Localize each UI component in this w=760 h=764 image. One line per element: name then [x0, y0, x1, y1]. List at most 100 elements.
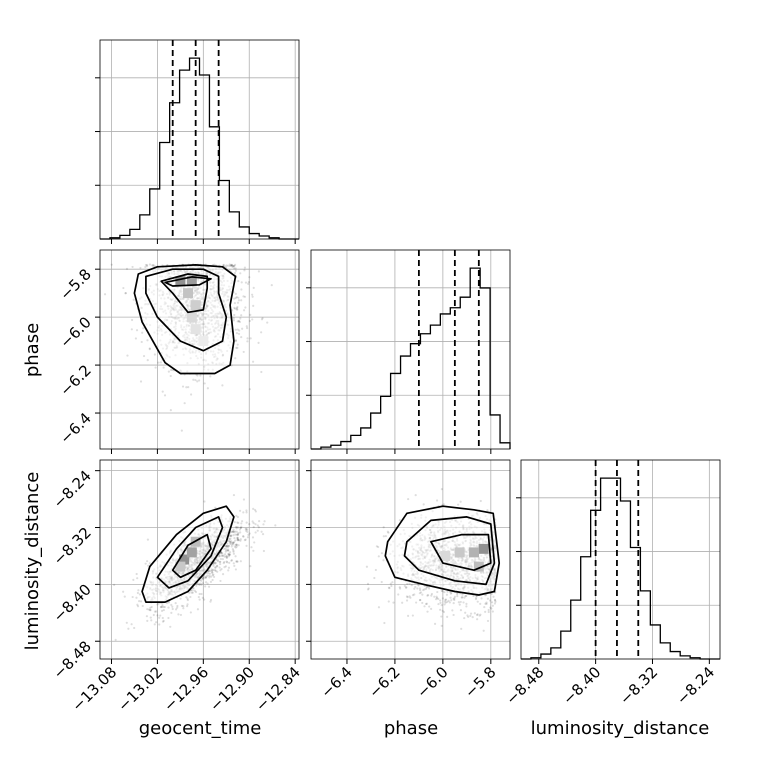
x-tick-label-geocent_time-vs-luminosity_distance-0: −13.08 [68, 663, 120, 715]
scatter-point [132, 298, 135, 301]
scatter-point [206, 574, 209, 577]
scatter-point [177, 613, 180, 616]
scatter-point [236, 538, 239, 542]
scatter-point [103, 293, 107, 296]
scatter-point [251, 293, 254, 296]
contour-geocent_time-vs-luminosity_distance-0 [141, 505, 235, 603]
plot-area-geocent_time-vs-luminosity_distance [100, 460, 299, 659]
scatter-point [494, 600, 497, 603]
scatter-point [179, 613, 183, 617]
scatter-point [423, 588, 426, 591]
scatter-point [238, 320, 242, 324]
scatter-point [213, 263, 216, 266]
scatter-point [410, 584, 413, 587]
scatter-point [260, 331, 263, 334]
scatter-point [434, 598, 438, 601]
scatter-point [228, 553, 231, 556]
scatter-point [256, 524, 259, 527]
scatter-point [204, 581, 208, 584]
scatter-point [215, 558, 218, 561]
scatter-point [146, 339, 149, 342]
scatter-point [476, 600, 479, 603]
scatter-point [248, 532, 251, 535]
scatter-point [242, 350, 245, 354]
scatter-point [240, 520, 244, 523]
scatter-point [170, 611, 173, 614]
scatter-point [484, 594, 487, 597]
scatter-point [225, 549, 228, 552]
scatter-point [231, 541, 234, 544]
scatter-point [453, 598, 456, 602]
scatter-point [226, 542, 229, 545]
scatter-point [232, 541, 236, 544]
scatter-point [443, 591, 446, 594]
contour-geocent_time-vs-luminosity_distance-1 [156, 516, 224, 589]
scatter-point [246, 337, 249, 340]
scatter-point [446, 615, 449, 618]
scatter-point [193, 589, 196, 592]
scatter-panel-geocent_time-vs-phase: −6.4 −6.2 −6.0 −5.8 [56, 249, 300, 454]
scatter-point [211, 574, 214, 577]
scatter-point [233, 264, 236, 268]
scatter-point [237, 521, 240, 525]
scatter-point [377, 606, 381, 609]
scatter-point [201, 582, 205, 585]
scatter-point [236, 515, 239, 519]
scatter-point [203, 598, 206, 601]
scatter-point [365, 565, 369, 568]
scatter-point [221, 573, 225, 576]
scatter-point [461, 596, 464, 599]
scatter-point [239, 526, 243, 530]
scatter-point [382, 559, 385, 562]
scatter-point [133, 626, 136, 630]
scatter-point [135, 329, 139, 332]
scatter-point [233, 302, 236, 305]
scatter-point [197, 595, 200, 599]
scatter-point [435, 595, 438, 598]
scatter-point [167, 606, 170, 609]
scatter-point [208, 574, 211, 577]
scatter-point [486, 509, 489, 512]
scatter-point [225, 545, 228, 548]
scatter-point [446, 600, 449, 603]
scatter-point [414, 494, 417, 497]
scatter-point [219, 569, 222, 572]
scatter-point [242, 535, 245, 538]
scatter-point [146, 359, 149, 362]
scatter-point [247, 280, 250, 284]
scatter-point [243, 295, 247, 298]
scatter-point [366, 588, 370, 591]
scatter-point [474, 597, 478, 601]
scatter-point [487, 608, 490, 612]
scatter-point [463, 596, 466, 599]
scatter-point [467, 615, 470, 619]
scatter-point [142, 354, 146, 358]
scatter-point [232, 317, 235, 320]
scatter-point [419, 591, 423, 594]
scatter-point [465, 594, 468, 598]
scatter-point [186, 598, 189, 602]
scatter-point [230, 559, 233, 562]
scatter-point [251, 360, 255, 363]
scatter-point [493, 598, 497, 601]
scatter-point [457, 601, 460, 604]
scatter-point [408, 582, 411, 585]
scatter-point [150, 619, 153, 622]
scatter-point [236, 521, 239, 524]
scatter-point [228, 561, 231, 564]
scatter-point [219, 560, 222, 563]
scatter-point [235, 560, 238, 563]
scatter-point [230, 263, 233, 266]
x-tick-label-hist-luminosity_distance-1: −8.40 [559, 663, 604, 708]
scatter-point [235, 346, 238, 349]
scatter-point [231, 530, 234, 533]
scatter-point [239, 539, 242, 542]
scatter-point [228, 540, 231, 543]
scatter-point [246, 530, 249, 533]
scatter-point [208, 576, 211, 579]
scatter-point [144, 263, 148, 267]
scatter-point [136, 605, 140, 608]
scatter-point [237, 332, 241, 335]
scatter-point [134, 337, 137, 340]
scatter-point [237, 532, 240, 535]
